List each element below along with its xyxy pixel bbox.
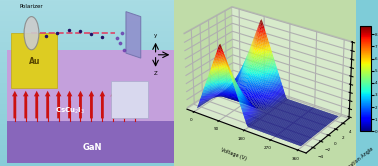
Text: x: x <box>174 51 178 56</box>
Point <box>114 37 120 40</box>
Text: GaN: GaN <box>83 143 102 152</box>
FancyBboxPatch shape <box>11 33 57 88</box>
Point <box>117 42 123 44</box>
Text: Au: Au <box>29 57 40 66</box>
Polygon shape <box>126 12 141 58</box>
X-axis label: Voltage (V): Voltage (V) <box>220 147 248 161</box>
Text: Z: Z <box>154 71 158 76</box>
FancyBboxPatch shape <box>111 81 148 118</box>
Point <box>119 32 125 35</box>
Y-axis label: Polarization Angle: Polarization Angle <box>337 146 374 166</box>
FancyBboxPatch shape <box>8 50 178 121</box>
Text: Polarizer: Polarizer <box>20 4 43 9</box>
FancyBboxPatch shape <box>8 120 178 163</box>
Ellipse shape <box>24 17 39 50</box>
Text: CsCu$_2$I$_3$: CsCu$_2$I$_3$ <box>55 106 85 116</box>
Text: y: y <box>154 33 157 38</box>
Point <box>121 48 127 51</box>
